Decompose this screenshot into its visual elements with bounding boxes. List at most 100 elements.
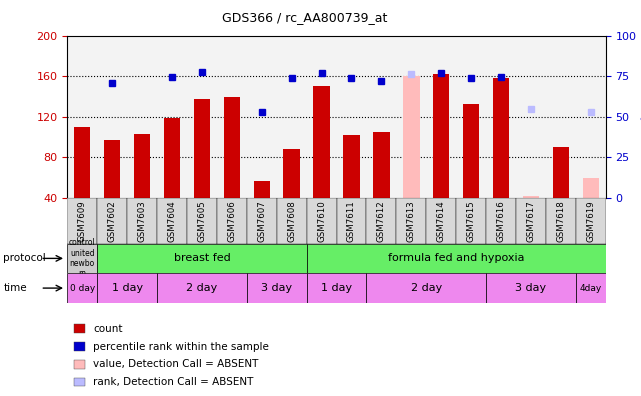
- Bar: [224, 97, 240, 198]
- Bar: [306, 36, 337, 198]
- Bar: [134, 134, 150, 198]
- Bar: [97, 36, 127, 198]
- Text: GSM7604: GSM7604: [167, 200, 176, 242]
- Bar: [576, 36, 606, 198]
- Text: GSM7611: GSM7611: [347, 200, 356, 242]
- Bar: [486, 198, 516, 244]
- Bar: [456, 198, 486, 244]
- Text: GSM7605: GSM7605: [197, 200, 206, 242]
- Bar: [463, 104, 479, 198]
- Bar: [74, 324, 85, 333]
- Text: 3 day: 3 day: [261, 283, 292, 293]
- Bar: [247, 36, 277, 198]
- Bar: [516, 198, 546, 244]
- Text: control
united
newbo
rn: control united newbo rn: [69, 238, 96, 278]
- Bar: [277, 36, 306, 198]
- Bar: [367, 36, 396, 198]
- Text: GSM7609: GSM7609: [78, 200, 87, 242]
- Bar: [396, 36, 426, 198]
- Bar: [277, 198, 306, 244]
- Bar: [306, 273, 367, 303]
- Bar: [157, 273, 247, 303]
- Text: GDS366 / rc_AA800739_at: GDS366 / rc_AA800739_at: [222, 11, 387, 24]
- Text: 2 day: 2 day: [187, 283, 217, 293]
- Text: GSM7612: GSM7612: [377, 200, 386, 242]
- Bar: [426, 198, 456, 244]
- Bar: [187, 198, 217, 244]
- Bar: [583, 178, 599, 198]
- Bar: [426, 36, 456, 198]
- Bar: [337, 198, 367, 244]
- Bar: [127, 198, 157, 244]
- Bar: [74, 342, 85, 351]
- Bar: [74, 360, 85, 369]
- Bar: [486, 273, 576, 303]
- Bar: [306, 244, 606, 273]
- Text: GSM7603: GSM7603: [138, 200, 147, 242]
- Bar: [74, 127, 90, 198]
- Text: 2 day: 2 day: [411, 283, 442, 293]
- Bar: [97, 244, 306, 273]
- Text: 3 day: 3 day: [515, 283, 547, 293]
- Bar: [97, 198, 127, 244]
- Text: formula fed and hypoxia: formula fed and hypoxia: [388, 253, 524, 263]
- Text: protocol: protocol: [3, 253, 46, 263]
- Bar: [367, 198, 396, 244]
- Bar: [104, 140, 121, 198]
- Text: GSM7618: GSM7618: [556, 200, 565, 242]
- Bar: [403, 76, 419, 198]
- Bar: [253, 181, 270, 198]
- Text: 0 day: 0 day: [70, 284, 95, 293]
- Bar: [337, 36, 367, 198]
- Bar: [67, 198, 97, 244]
- Bar: [433, 74, 449, 198]
- Text: 1 day: 1 day: [321, 283, 352, 293]
- Bar: [546, 36, 576, 198]
- Text: GSM7606: GSM7606: [228, 200, 237, 242]
- Bar: [194, 99, 210, 198]
- Text: rank, Detection Call = ABSENT: rank, Detection Call = ABSENT: [93, 377, 253, 387]
- Text: GSM7617: GSM7617: [526, 200, 535, 242]
- Text: GSM7619: GSM7619: [587, 200, 595, 242]
- Bar: [247, 198, 277, 244]
- Text: GSM7602: GSM7602: [108, 200, 117, 242]
- Bar: [74, 378, 85, 386]
- Bar: [456, 36, 486, 198]
- Text: count: count: [93, 324, 122, 334]
- Text: GSM7615: GSM7615: [467, 200, 476, 242]
- Text: GSM7610: GSM7610: [317, 200, 326, 242]
- Text: 4day: 4day: [579, 284, 602, 293]
- Text: GSM7613: GSM7613: [407, 200, 416, 242]
- Text: 1 day: 1 day: [112, 283, 143, 293]
- Bar: [396, 198, 426, 244]
- Bar: [247, 273, 306, 303]
- Bar: [157, 198, 187, 244]
- Bar: [217, 36, 247, 198]
- Bar: [67, 36, 97, 198]
- Bar: [576, 198, 606, 244]
- Text: percentile rank within the sample: percentile rank within the sample: [93, 341, 269, 352]
- Text: GSM7607: GSM7607: [257, 200, 266, 242]
- Bar: [367, 273, 486, 303]
- Bar: [67, 244, 97, 273]
- Text: breast fed: breast fed: [174, 253, 230, 263]
- Bar: [217, 198, 247, 244]
- Bar: [576, 273, 606, 303]
- Bar: [283, 149, 300, 198]
- Bar: [97, 273, 157, 303]
- Text: time: time: [3, 283, 27, 293]
- Bar: [523, 196, 539, 198]
- Bar: [187, 36, 217, 198]
- Bar: [67, 273, 97, 303]
- Bar: [313, 86, 330, 198]
- Bar: [344, 135, 360, 198]
- Bar: [164, 118, 180, 198]
- Bar: [373, 132, 390, 198]
- Bar: [306, 198, 337, 244]
- Bar: [553, 147, 569, 198]
- Bar: [157, 36, 187, 198]
- Text: GSM7614: GSM7614: [437, 200, 445, 242]
- Y-axis label: %: %: [640, 117, 641, 127]
- Bar: [546, 198, 576, 244]
- Bar: [516, 36, 546, 198]
